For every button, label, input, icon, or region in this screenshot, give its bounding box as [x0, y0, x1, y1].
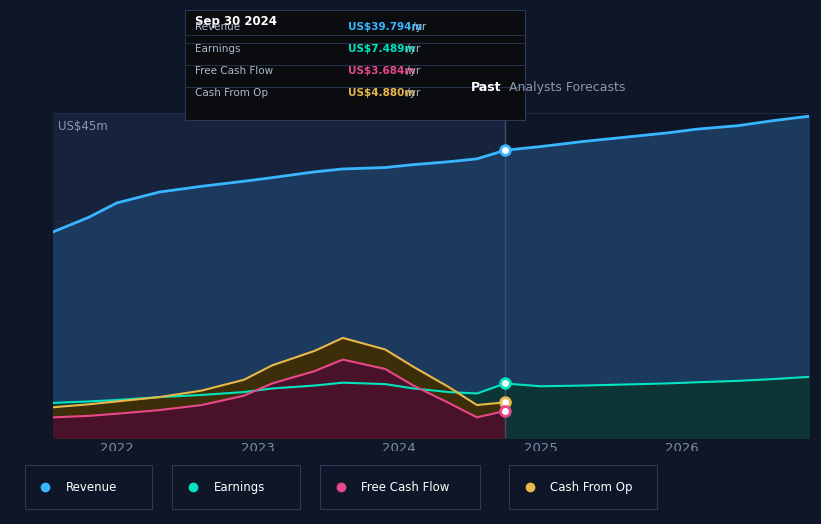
Text: /yr: /yr: [410, 22, 427, 32]
FancyBboxPatch shape: [172, 465, 300, 509]
Text: Earnings: Earnings: [195, 44, 241, 54]
Text: Free Cash Flow: Free Cash Flow: [195, 66, 273, 76]
Text: US$39.794m: US$39.794m: [348, 22, 423, 32]
Text: US$7.489m: US$7.489m: [348, 44, 415, 54]
Text: Past: Past: [470, 81, 501, 94]
Text: /yr: /yr: [403, 88, 420, 98]
Text: /yr: /yr: [403, 66, 420, 76]
Text: US$3.684m: US$3.684m: [348, 66, 415, 76]
Text: US$4.880m: US$4.880m: [348, 88, 415, 98]
Text: Analysts Forecasts: Analysts Forecasts: [509, 81, 626, 94]
Text: Cash From Op: Cash From Op: [550, 481, 632, 494]
FancyBboxPatch shape: [25, 465, 152, 509]
Text: Earnings: Earnings: [213, 481, 265, 494]
Text: Revenue: Revenue: [195, 22, 241, 32]
Text: Sep 30 2024: Sep 30 2024: [195, 16, 277, 28]
Text: /yr: /yr: [403, 44, 420, 54]
Text: Revenue: Revenue: [66, 481, 117, 494]
Text: Free Cash Flow: Free Cash Flow: [361, 481, 450, 494]
Text: US$45m: US$45m: [57, 120, 108, 133]
Text: Cash From Op: Cash From Op: [195, 88, 268, 98]
FancyBboxPatch shape: [509, 465, 657, 509]
Bar: [505, 113, 809, 438]
Text: US$0: US$0: [57, 419, 89, 432]
Bar: [53, 113, 505, 438]
FancyBboxPatch shape: [320, 465, 480, 509]
